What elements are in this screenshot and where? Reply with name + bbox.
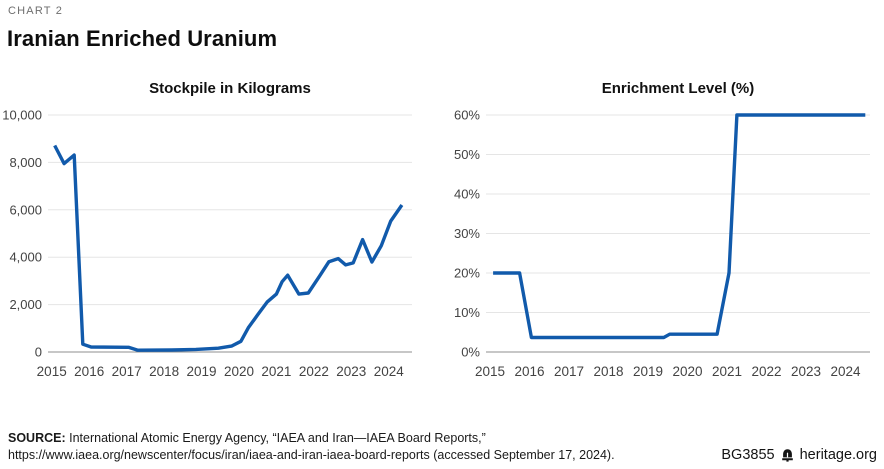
x-tick-label: 2019 [633, 364, 663, 379]
brand-label: heritage.org [799, 447, 877, 463]
source-label: SOURCE: [8, 431, 66, 445]
x-tick-label: 2020 [224, 364, 254, 379]
x-tick-label: 2021 [712, 364, 742, 379]
x-tick-label: 2017 [112, 364, 142, 379]
chart-title: Enrichment Level (%) [602, 80, 755, 97]
data-line-enrichment-level-percent [493, 113, 866, 340]
x-tick-label: 2016 [74, 364, 104, 379]
liberty-bell-icon [780, 448, 795, 463]
y-tick-label: 8,000 [9, 155, 42, 170]
y-tick-label: 10,000 [2, 108, 42, 123]
y-tick-label: 0% [461, 345, 480, 360]
x-tick-label: 2017 [554, 364, 584, 379]
y-tick-label: 6,000 [9, 202, 42, 217]
y-tick-label: 50% [454, 147, 480, 162]
data-line-enriched-uranium-stockpile-kg [53, 144, 404, 352]
x-tick-label: 2022 [299, 364, 329, 379]
x-tick-label: 2022 [751, 364, 781, 379]
y-tick-label: 4,000 [9, 250, 42, 265]
x-tick-label: 2023 [791, 364, 821, 379]
enrichment-chart: Enrichment Level (%) 0% 10% 20% 30% 40% 50% 60… [454, 80, 870, 379]
y-tick-label: 60% [454, 108, 480, 123]
x-tick-label: 2021 [261, 364, 291, 379]
y-tick-label: 0 [35, 345, 42, 360]
x-tick-label: 2018 [149, 364, 179, 379]
source-line-2: https://www.iaea.org/newscenter/focus/ir… [8, 448, 615, 462]
x-tick-label: 2023 [336, 364, 366, 379]
y-tick-label: 40% [454, 187, 480, 202]
report-id-label: BG3855 [721, 447, 775, 463]
x-tick-label: 2024 [374, 364, 405, 379]
y-tick-label: 20% [454, 266, 480, 281]
source-text: International Atomic Energy Agency, “IAE… [65, 431, 486, 445]
x-tick-label: 2024 [830, 364, 861, 379]
x-tick-label: 2020 [672, 364, 702, 379]
source-line-1: SOURCE: International Atomic Energy Agen… [8, 430, 615, 447]
stockpile-chart: Stockpile in Kilograms 0 2,000 4,000 6,000 8… [2, 80, 412, 379]
chart-title: Stockpile in Kilograms [149, 80, 311, 97]
brand-block: BG3855 heritage.org [721, 447, 877, 463]
y-tick-label: 10% [454, 305, 480, 320]
y-tick-label: 30% [454, 226, 480, 241]
x-tick-label: 2019 [186, 364, 216, 379]
x-tick-label: 2015 [37, 364, 67, 379]
source-note: SOURCE: International Atomic Energy Agen… [8, 430, 615, 464]
page-title: Iranian Enriched Uranium [7, 26, 278, 51]
charts-row: Stockpile in Kilograms 0 2,000 4,000 6,000 8… [0, 70, 884, 382]
x-tick-label: 2018 [593, 364, 623, 379]
x-tick-label: 2016 [514, 364, 544, 379]
x-tick-label: 2015 [475, 364, 505, 379]
chart-number-label: CHART 2 [8, 5, 64, 17]
y-tick-label: 2,000 [9, 297, 42, 312]
